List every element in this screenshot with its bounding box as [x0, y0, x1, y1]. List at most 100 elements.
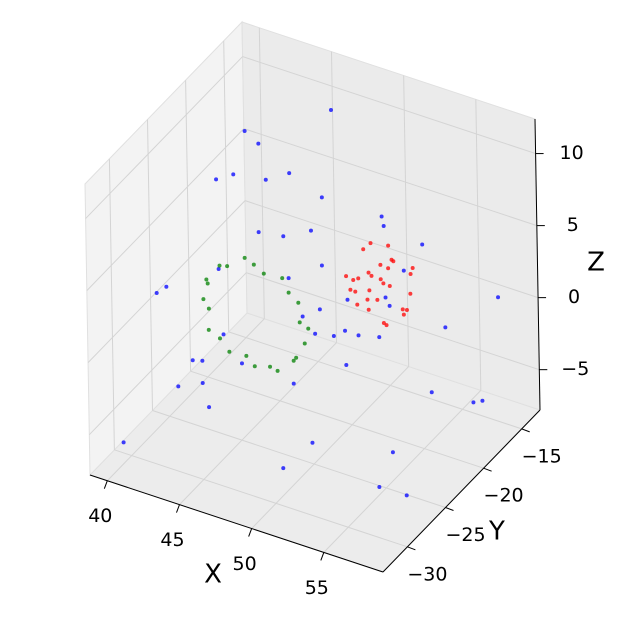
x-axis	[89, 474, 384, 573]
point	[366, 270, 371, 275]
point	[480, 398, 485, 403]
point	[443, 325, 448, 330]
point	[242, 255, 247, 260]
point	[404, 493, 409, 498]
point	[310, 440, 315, 445]
point	[207, 405, 212, 410]
point	[345, 297, 350, 302]
y-tick-label: −15	[522, 445, 562, 467]
point	[227, 349, 232, 354]
point	[225, 264, 230, 269]
grid-line	[87, 200, 246, 363]
point	[368, 241, 373, 246]
x-tick-label: 50	[233, 553, 257, 575]
point	[377, 484, 382, 489]
point	[206, 306, 211, 311]
tick-mark	[176, 504, 180, 513]
point	[401, 312, 406, 317]
point	[387, 303, 392, 308]
grid-line	[86, 128, 245, 291]
point	[176, 384, 181, 389]
point	[297, 320, 302, 325]
point	[244, 353, 249, 358]
point	[164, 284, 169, 289]
point	[387, 284, 392, 289]
point	[217, 336, 222, 341]
point	[404, 308, 409, 313]
grid-line	[108, 158, 115, 450]
point	[296, 300, 301, 305]
tick-mark	[483, 467, 492, 472]
grid-line	[146, 119, 153, 411]
point	[205, 281, 210, 286]
z-tick-label: 10	[560, 142, 584, 164]
point	[365, 297, 370, 302]
point	[263, 177, 268, 182]
point	[344, 362, 349, 367]
point	[242, 129, 247, 134]
tick-mark	[407, 546, 416, 551]
grid-line	[243, 128, 537, 227]
z-tick-label: −5	[561, 358, 589, 380]
point	[386, 266, 391, 271]
point	[384, 323, 389, 328]
point	[356, 276, 361, 281]
point	[239, 361, 244, 366]
point	[390, 450, 395, 455]
point	[275, 368, 280, 373]
grid-line	[106, 318, 265, 482]
z-axis-label: Z	[587, 248, 605, 278]
point	[256, 230, 261, 235]
grid-line	[88, 272, 247, 436]
point	[319, 195, 324, 200]
z-axis	[534, 118, 541, 411]
point	[369, 273, 374, 278]
point	[286, 276, 291, 281]
point	[367, 288, 372, 293]
grid-line	[228, 331, 522, 430]
point	[206, 327, 211, 332]
point	[281, 234, 286, 239]
y-tick-label: −20	[484, 485, 524, 507]
point	[356, 333, 361, 338]
y-axis-label: Y	[488, 517, 505, 547]
grid-line	[330, 51, 337, 343]
point	[496, 295, 501, 300]
point	[361, 247, 366, 252]
grid-line	[258, 27, 265, 319]
point	[204, 277, 209, 282]
point	[386, 243, 391, 248]
point	[231, 172, 236, 177]
point	[286, 290, 291, 295]
point	[401, 268, 406, 273]
point	[291, 358, 296, 363]
point	[353, 289, 358, 294]
grid-line	[244, 200, 539, 299]
y-axis	[382, 409, 541, 573]
point	[383, 295, 388, 300]
grid-line	[152, 410, 446, 508]
point	[200, 381, 205, 386]
point	[343, 328, 348, 333]
point	[190, 358, 195, 363]
point	[328, 107, 333, 112]
point	[287, 171, 292, 176]
point	[378, 262, 383, 267]
point	[306, 326, 311, 331]
point	[251, 262, 256, 267]
grid-line	[242, 56, 536, 155]
point	[217, 263, 222, 268]
point	[221, 332, 226, 337]
grid-line	[323, 390, 482, 553]
point	[281, 466, 286, 471]
point	[256, 141, 261, 146]
grid-line	[185, 80, 192, 372]
point	[252, 364, 257, 369]
point	[420, 242, 425, 247]
point	[348, 287, 353, 292]
x-tick-label: 55	[305, 577, 329, 599]
z-tick-label: 5	[567, 214, 579, 236]
point	[344, 274, 349, 279]
x-tick-label: 40	[88, 505, 112, 527]
point	[377, 335, 382, 340]
